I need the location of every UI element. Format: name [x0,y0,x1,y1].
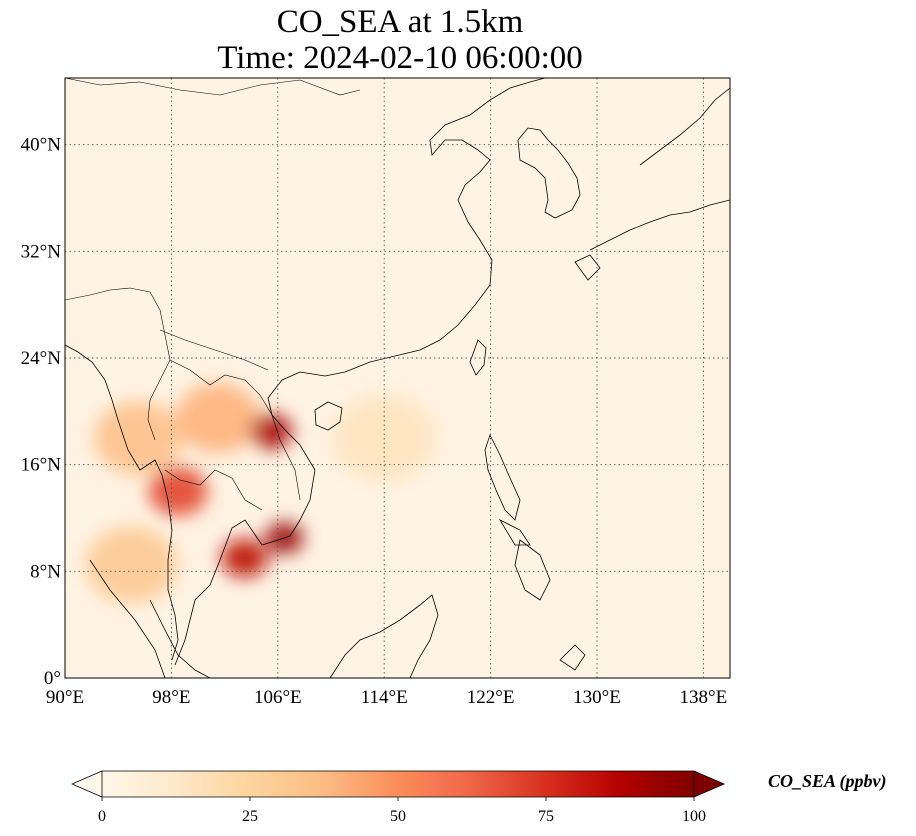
lat-tick-label: 40°N [21,135,62,156]
chart-subtitle: Time: 2024-02-10 06:00:00 [217,40,583,76]
plume-2 [94,401,183,475]
colorbar-tick-label: 0 [98,808,106,825]
longitude-tick-labels: 90°E 98°E 106°E 114°E 122°E 130°E 138°E [46,687,727,708]
colorbar-extend-max [693,770,726,798]
coastline-malaya [149,599,211,678]
coastline-luzon [484,433,521,521]
coastline-mindanao [514,539,551,601]
lon-tick-label: 106°E [254,687,302,708]
coastline-mainland [174,78,546,666]
lat-tick-label: 32°N [21,241,62,262]
chart-title: CO_SEA at 1.5km [276,4,524,40]
border-thailand [164,469,263,511]
colorbar-bar [102,771,694,797]
lon-tick-label: 98°E [152,687,190,708]
border-laos [169,359,301,501]
lat-tick-label: 24°N [21,348,62,369]
colorbar-extend-min [70,770,103,798]
colorbar-ticks: 0 25 50 75 100 [98,797,706,825]
coastline-sumatra [89,559,166,678]
colorbar-tick-label: 25 [242,808,258,825]
border-north [65,78,361,96]
coastline-kyushu [574,254,601,281]
border-china-south [159,329,269,371]
lat-tick-label: 0° [44,668,61,689]
coastline-korea [517,127,581,219]
colorbar: 0 25 50 75 100 [70,770,726,825]
colorbar-tick-label: 75 [538,808,554,825]
lon-tick-label: 114°E [361,687,408,708]
lon-tick-label: 90°E [46,687,84,708]
latitude-tick-labels: 0° 8°N 16°N 24°N 32°N 40°N [21,135,62,689]
colorbar-tick-label: 100 [682,808,706,825]
colorbar-label: CO_SEA (ppbv) [768,771,887,791]
plot-frame [64,77,731,679]
plume-6 [85,526,178,604]
border-myanmar [65,287,171,441]
coastline-visayas [498,519,531,546]
lon-tick-label: 138°E [680,687,728,708]
plume-1 [250,413,293,449]
plume-0 [175,383,260,453]
lon-tick-label: 122°E [467,687,515,708]
coastline-sulawesi [559,644,586,671]
gridlines [65,78,730,678]
colorbar-tick-label: 50 [390,808,406,825]
lat-tick-label: 8°N [30,561,61,582]
coastline-indochina-west [65,344,179,661]
coastline-japan-north [639,87,730,166]
coastlines [65,78,730,678]
coastline-borneo [329,594,439,678]
plume-4 [221,538,268,578]
plume-3 [148,466,208,516]
coastline-hainan [314,401,343,431]
coastline-japan [589,199,730,251]
lon-tick-label: 130°E [573,687,621,708]
concentration-field [85,383,437,604]
lat-tick-label: 16°N [21,455,62,476]
map-background [65,78,730,678]
